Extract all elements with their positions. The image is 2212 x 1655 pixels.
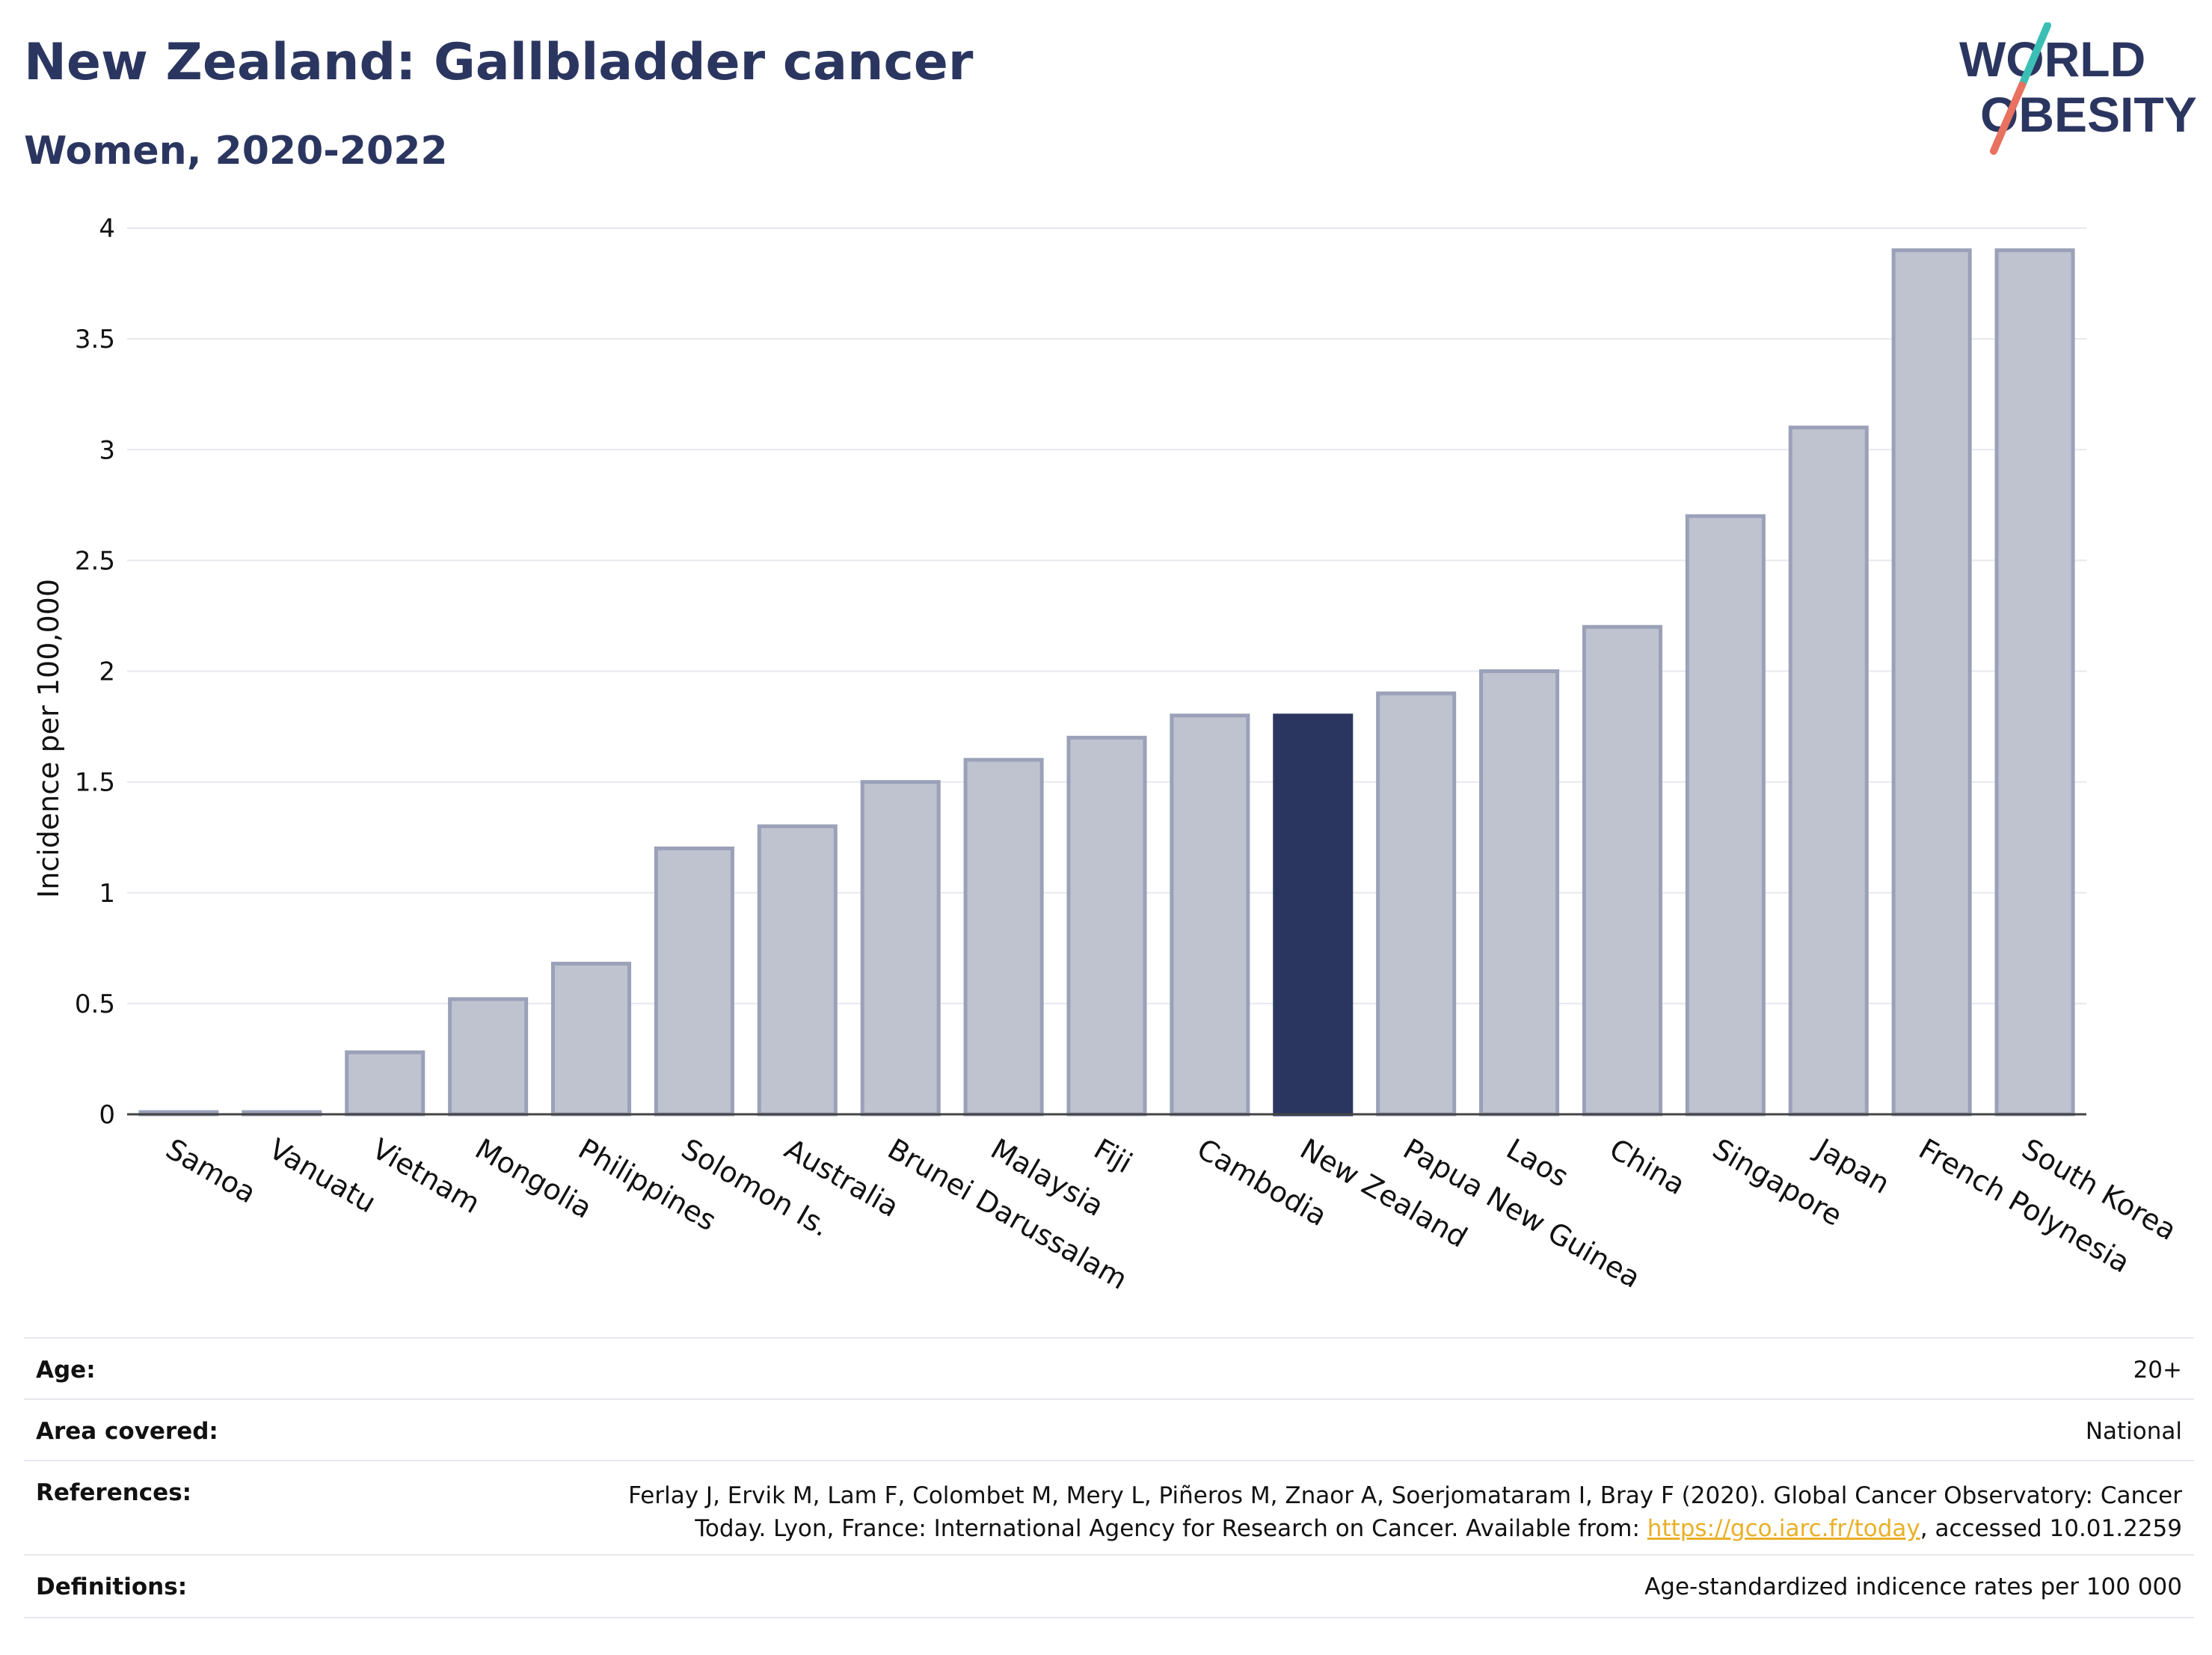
y-tick-label: 2.5 [75, 546, 115, 576]
bar [551, 962, 632, 1117]
y-tick-label: 2 [99, 657, 115, 687]
metadata-table: Age: 20+ Area covered: National Referenc… [24, 1337, 2194, 1636]
y-tick-label: 0 [99, 1100, 115, 1130]
page-title: New Zealand: Gallbladder cancer [24, 33, 974, 92]
meta-row-area: Area covered: National [24, 1398, 2194, 1461]
bar [448, 997, 529, 1117]
bar [1685, 514, 1766, 1117]
age-value: 20+ [2133, 1357, 2182, 1384]
logo-text-world: WORLD [1959, 31, 2145, 87]
age-label: Age: [36, 1357, 96, 1384]
bar-highlight [1273, 713, 1354, 1117]
y-tick-label: 1.5 [75, 768, 115, 798]
meta-row-age: Age: 20+ [24, 1337, 2194, 1400]
logo-slash-bottom [1990, 82, 2026, 155]
bar [757, 824, 838, 1117]
bar [1376, 691, 1457, 1117]
page-subtitle: Women, 2020-2022 [24, 129, 448, 174]
bar-chart: 0 0.5 1 1.5 2 2.5 3 3.5 4 Incidence per 100,000 Sa… [32, 214, 2182, 1296]
logo-slash-top [2018, 22, 2051, 89]
y-tick-label: 4 [99, 214, 115, 244]
x-tick-label: China [1604, 1132, 1691, 1201]
bar [1170, 713, 1250, 1117]
bar [1788, 426, 1869, 1117]
y-tick-label: 0.5 [75, 989, 115, 1019]
bar [1891, 248, 1972, 1117]
references-link[interactable]: https://gco.iarc.fr/today [1647, 1515, 1920, 1542]
y-axis-label: Incidence per 100,000 [32, 579, 65, 898]
bar [654, 847, 734, 1117]
bar [1479, 669, 1560, 1117]
x-tick-label: Fiji [1089, 1132, 1138, 1179]
references-label: References: [36, 1479, 192, 1506]
references-line2: Today. Lyon, France: International Agenc… [628, 1512, 2182, 1545]
bar [1066, 735, 1147, 1117]
bar [345, 1050, 425, 1117]
references-value: Ferlay J, Ervik M, Lam F, Colombet M, Me… [628, 1479, 2182, 1545]
y-tick-label: 1 [99, 879, 115, 909]
area-label: Area covered: [36, 1418, 218, 1445]
y-tick-label: 3.5 [75, 325, 115, 354]
world-obesity-logo: WORLD OBESITY [1959, 22, 2197, 155]
definitions-value: Age-standardized indicence rates per 100… [1644, 1573, 2182, 1600]
x-tick-label: Samoa [160, 1132, 261, 1210]
references-line1: Ferlay J, Ervik M, Lam F, Colombet M, Me… [628, 1482, 2182, 1509]
meta-row-definitions: Definitions: Age-standardized indicence … [24, 1554, 2194, 1618]
definitions-label: Definitions: [36, 1573, 188, 1600]
meta-row-references: References: Ferlay J, Ervik M, Lam F, Co… [24, 1460, 2194, 1556]
x-tick-label: Laos [1501, 1132, 1574, 1194]
bar [860, 780, 941, 1117]
bar [1582, 624, 1662, 1117]
references-line2-post: , accessed 10.01.2259 [1920, 1515, 2182, 1542]
area-value: National [2085, 1418, 2182, 1445]
references-line2-pre: Today. Lyon, France: International Agenc… [695, 1515, 1647, 1542]
x-tick-label: Vanuatu [263, 1132, 381, 1219]
x-tick-label: Vietnam [366, 1132, 485, 1220]
bar [963, 758, 1044, 1117]
y-tick-label: 3 [99, 435, 115, 465]
x-tick-label: Mongolia [470, 1132, 597, 1225]
bar [1994, 248, 2075, 1117]
